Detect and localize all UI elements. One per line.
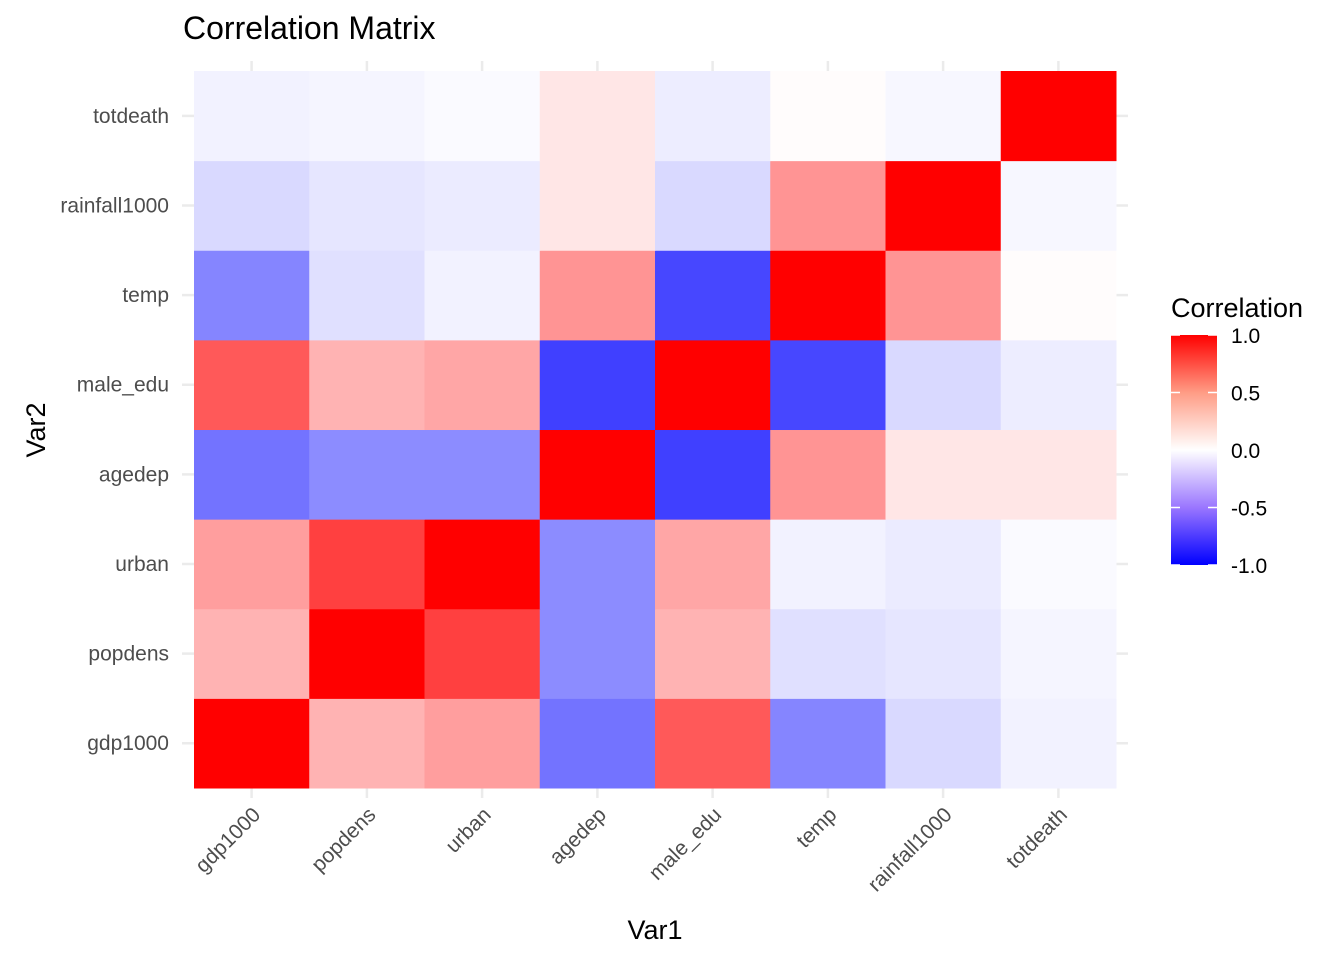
- y-tick-label: popdens: [88, 643, 169, 666]
- heatmap-cell-totdeath-agedep: [1000, 429, 1117, 520]
- x-tick-label: rainfall1000: [864, 803, 957, 896]
- heatmap-cell-male_edu-totdeath: [655, 71, 771, 162]
- heatmap-cell-urban-popdens: [424, 608, 541, 699]
- heatmap-cell-rainfall1000-urban: [885, 519, 1002, 610]
- heatmap-cell-temp-agedep: [770, 429, 886, 520]
- heatmap-cell-gdp1000-temp: [194, 250, 310, 341]
- heatmap-cell-urban-rainfall1000: [424, 160, 541, 251]
- heatmap-cell-popdens-gdp1000: [309, 698, 425, 789]
- y-tick-label: male_edu: [77, 374, 169, 397]
- heatmap-cell-gdp1000-rainfall1000: [194, 160, 310, 251]
- heatmap-cell-rainfall1000-agedep: [885, 429, 1002, 520]
- legend-tick-label: -0.5: [1231, 498, 1267, 521]
- heatmap-cell-agedep-agedep: [539, 429, 656, 520]
- heatmap-cell-rainfall1000-popdens: [885, 608, 1002, 699]
- heatmap-cell-totdeath-urban: [1000, 519, 1117, 610]
- heatmap-cell-temp-gdp1000: [770, 698, 886, 789]
- heatmap-cell-gdp1000-agedep: [194, 429, 310, 520]
- heatmap-cell-popdens-temp: [309, 250, 425, 341]
- heatmap-cell-popdens-male_edu: [309, 339, 425, 431]
- heatmap-cell-temp-temp: [770, 250, 886, 341]
- heatmap-cell-rainfall1000-gdp1000: [885, 698, 1002, 789]
- heatmap-cell-gdp1000-popdens: [194, 608, 310, 699]
- heatmap-cell-popdens-urban: [309, 519, 425, 610]
- x-tick-label: agedep: [545, 803, 611, 869]
- legend-ticks: 1.0 0.5 0.0 -0.5 -1.0: [1171, 325, 1267, 578]
- heatmap-cells: [194, 71, 1117, 789]
- y-axis-ticks: gdp1000 popdens urban agedep male_edu temp rai…: [60, 105, 169, 755]
- heatmap-cell-temp-totdeath: [770, 71, 886, 162]
- heatmap-cell-agedep-rainfall1000: [539, 160, 656, 251]
- chart-title: Correlation Matrix: [183, 10, 436, 46]
- heatmap-cell-urban-temp: [424, 250, 541, 341]
- legend-tick-label: 0.0: [1231, 440, 1260, 463]
- heatmap-cell-urban-agedep: [424, 429, 541, 520]
- heatmap-cell-male_edu-rainfall1000: [655, 160, 771, 251]
- heatmap-cell-rainfall1000-temp: [885, 250, 1002, 341]
- heatmap-cell-rainfall1000-totdeath: [885, 71, 1002, 162]
- heatmap-cell-agedep-popdens: [539, 608, 656, 699]
- heatmap-cell-agedep-urban: [539, 519, 656, 610]
- heatmap-cell-rainfall1000-male_edu: [885, 339, 1002, 431]
- y-tick-label: rainfall1000: [60, 194, 169, 217]
- heatmap-cell-male_edu-temp: [655, 250, 771, 341]
- heatmap-cell-totdeath-gdp1000: [1000, 698, 1117, 789]
- legend: Correlation 1.0 0.5 0.0 -0.5 -1.0: [1171, 293, 1303, 578]
- heatmap-cell-urban-totdeath: [424, 71, 541, 162]
- heatmap-cell-urban-urban: [424, 519, 541, 610]
- heatmap-cell-totdeath-rainfall1000: [1000, 160, 1117, 251]
- heatmap-cell-male_edu-popdens: [655, 608, 771, 699]
- heatmap-cell-agedep-totdeath: [539, 71, 656, 162]
- heatmap-cell-popdens-totdeath: [309, 71, 425, 162]
- heatmap-cell-totdeath-male_edu: [1000, 339, 1117, 431]
- heatmap-cell-temp-rainfall1000: [770, 160, 886, 251]
- legend-tick-label: 0.5: [1231, 383, 1260, 406]
- heatmap-cell-agedep-temp: [539, 250, 656, 341]
- y-axis-title: Var2: [21, 402, 51, 457]
- x-tick-label: male_edu: [645, 803, 726, 884]
- x-tick-label: urban: [441, 803, 495, 857]
- heatmap-cell-agedep-male_edu: [539, 339, 656, 431]
- y-tick-label: totdeath: [93, 105, 169, 128]
- heatmap-cell-gdp1000-totdeath: [194, 71, 310, 162]
- heatmap-cell-totdeath-totdeath: [1000, 71, 1117, 162]
- x-tick-label: temp: [792, 803, 841, 852]
- legend-title: Correlation: [1171, 293, 1303, 323]
- y-tick-label: gdp1000: [87, 732, 169, 755]
- heatmap-cell-male_edu-gdp1000: [655, 698, 771, 789]
- heatmap-cell-male_edu-urban: [655, 519, 771, 610]
- heatmap-cell-popdens-rainfall1000: [309, 160, 425, 251]
- x-axis-ticks: gdp1000 popdens urban agedep male_edu temp rai…: [191, 803, 1072, 896]
- heatmap-cell-totdeath-popdens: [1000, 608, 1117, 699]
- y-tick-label: temp: [122, 284, 169, 307]
- legend-tick-label: -1.0: [1231, 555, 1267, 578]
- heatmap-cell-totdeath-temp: [1000, 250, 1117, 341]
- x-axis-title: Var1: [627, 915, 682, 945]
- heatmap-cell-gdp1000-gdp1000: [194, 698, 310, 789]
- heatmap-cell-gdp1000-male_edu: [194, 339, 310, 431]
- heatmap-cell-male_edu-male_edu: [655, 339, 771, 431]
- heatmap-cell-popdens-popdens: [309, 608, 425, 699]
- heatmap-cell-urban-gdp1000: [424, 698, 541, 789]
- x-tick-label: totdeath: [1002, 803, 1072, 873]
- x-tick-label: popdens: [307, 803, 380, 876]
- heatmap-cell-male_edu-agedep: [655, 429, 771, 520]
- heatmap-cell-temp-male_edu: [770, 339, 886, 431]
- heatmap-cell-agedep-gdp1000: [539, 698, 656, 789]
- legend-tick-label: 1.0: [1231, 325, 1260, 348]
- heatmap-cell-popdens-agedep: [309, 429, 425, 520]
- x-tick-label: gdp1000: [191, 803, 265, 877]
- heatmap-cell-temp-urban: [770, 519, 886, 610]
- heatmap-cell-urban-male_edu: [424, 339, 541, 431]
- heatmap-cell-rainfall1000-rainfall1000: [885, 160, 1002, 251]
- heatmap-cell-temp-popdens: [770, 608, 886, 699]
- heatmap-cell-gdp1000-urban: [194, 519, 310, 610]
- y-tick-label: agedep: [99, 463, 169, 486]
- y-tick-label: urban: [115, 553, 169, 576]
